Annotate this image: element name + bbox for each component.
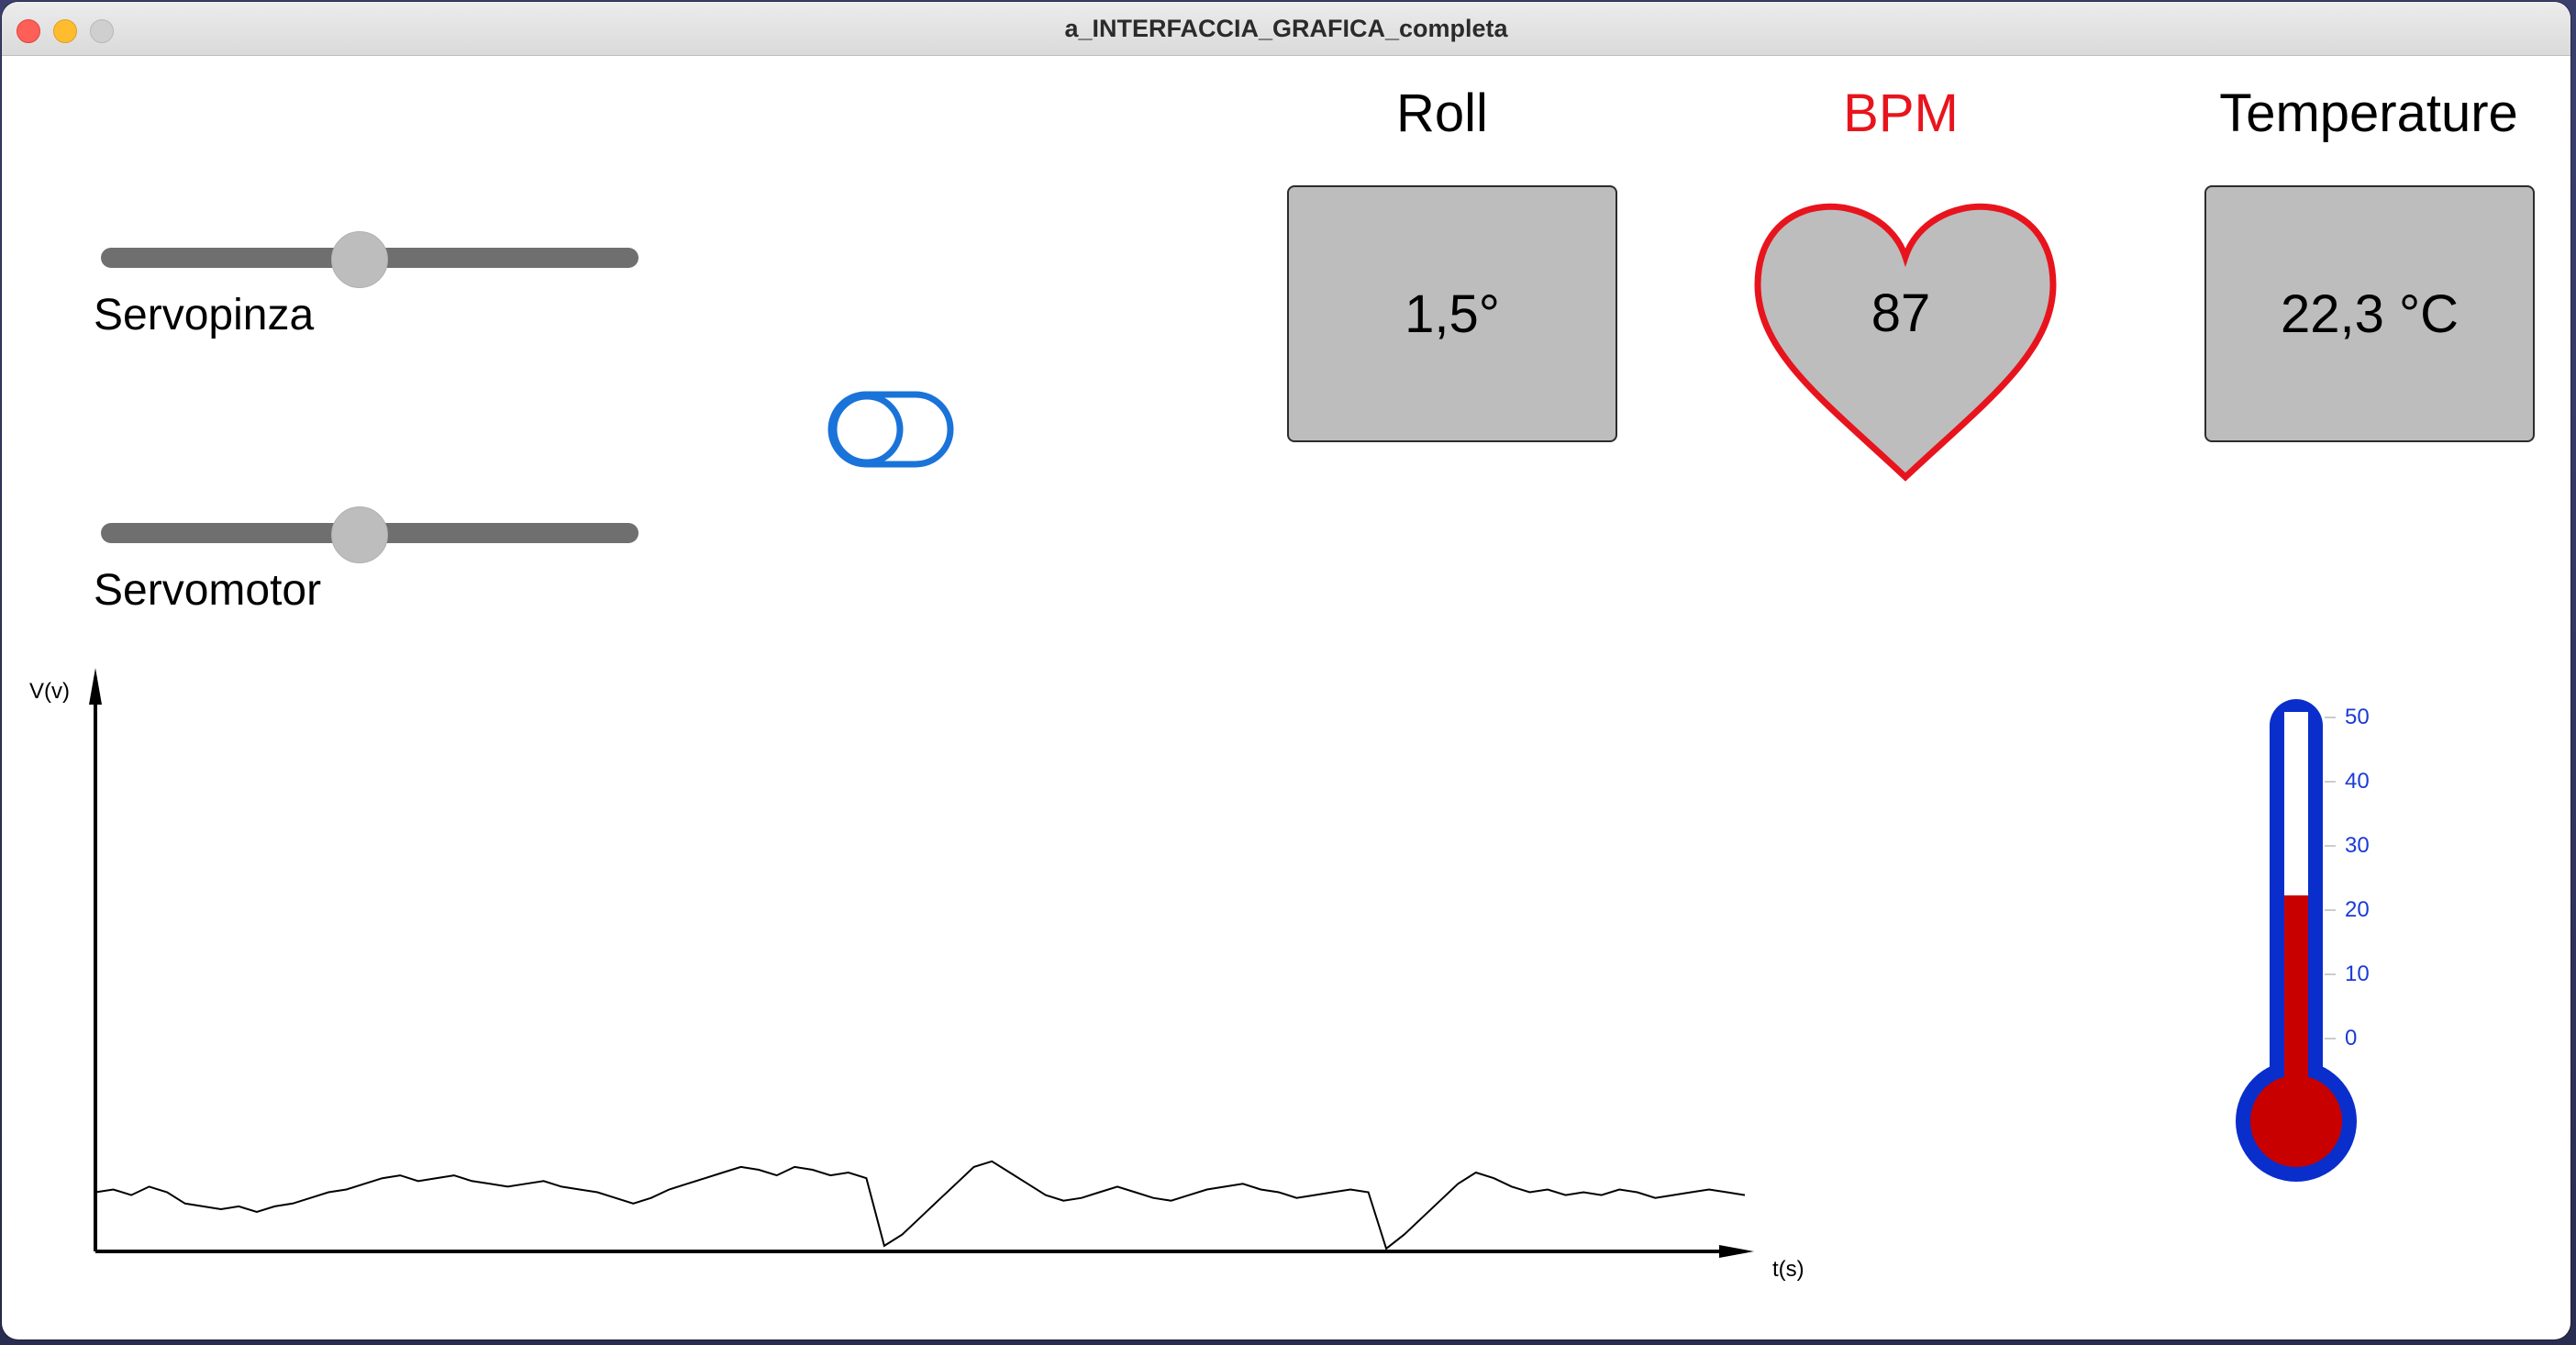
- thermometer-tick-label: 50: [2345, 705, 2370, 729]
- thermometer-tick-label: 30: [2345, 833, 2370, 858]
- maximize-window-button[interactable]: [90, 19, 114, 43]
- y-axis-label: V(v): [29, 679, 70, 704]
- close-window-button[interactable]: [17, 19, 40, 43]
- y-axis-arrow: [89, 668, 102, 705]
- roll-value-box: 1,5°: [1287, 185, 1617, 442]
- minimize-window-button[interactable]: [53, 19, 77, 43]
- servopinza-slider-knob[interactable]: [331, 231, 389, 288]
- voltage-series-line: [94, 1160, 1746, 1251]
- servopinza-label: Servopinza: [94, 291, 315, 339]
- x-axis-label: t(s): [1772, 1257, 1804, 1282]
- thermometer-tick-label: 40: [2345, 769, 2370, 794]
- title-bar: a_INTERFACCIA_GRAFICA_completa: [2, 2, 2570, 56]
- servomotor-slider-knob[interactable]: [331, 506, 389, 563]
- servomotor-label: Servomotor: [94, 566, 322, 615]
- bpm-value: 87: [1871, 283, 1931, 343]
- thermometer-tick-label: 10: [2345, 962, 2370, 986]
- thermometer: [2236, 699, 2357, 1182]
- voltage-chart: [89, 668, 1754, 1258]
- temperature-value-box: 22,3 °C: [2204, 185, 2535, 442]
- x-axis-arrow: [1719, 1245, 1754, 1258]
- thermometer-tick-label: 20: [2345, 897, 2370, 922]
- roll-title: Roll: [1396, 83, 1488, 143]
- toggle-switch[interactable]: [827, 385, 956, 470]
- temperature-title: Temperature: [2219, 83, 2518, 143]
- temperature-value: 22,3 °C: [2280, 283, 2459, 344]
- heart-icon: [1754, 203, 2057, 482]
- roll-value: 1,5°: [1405, 283, 1500, 344]
- bpm-title: BPM: [1843, 83, 1959, 143]
- main-canvas: Servopinza Servomotor Roll 1,5° BPM 87 T…: [2, 55, 2570, 1339]
- thermometer-tick-label: 0: [2345, 1026, 2358, 1050]
- window-title: a_INTERFACCIA_GRAFICA_completa: [1064, 15, 1508, 42]
